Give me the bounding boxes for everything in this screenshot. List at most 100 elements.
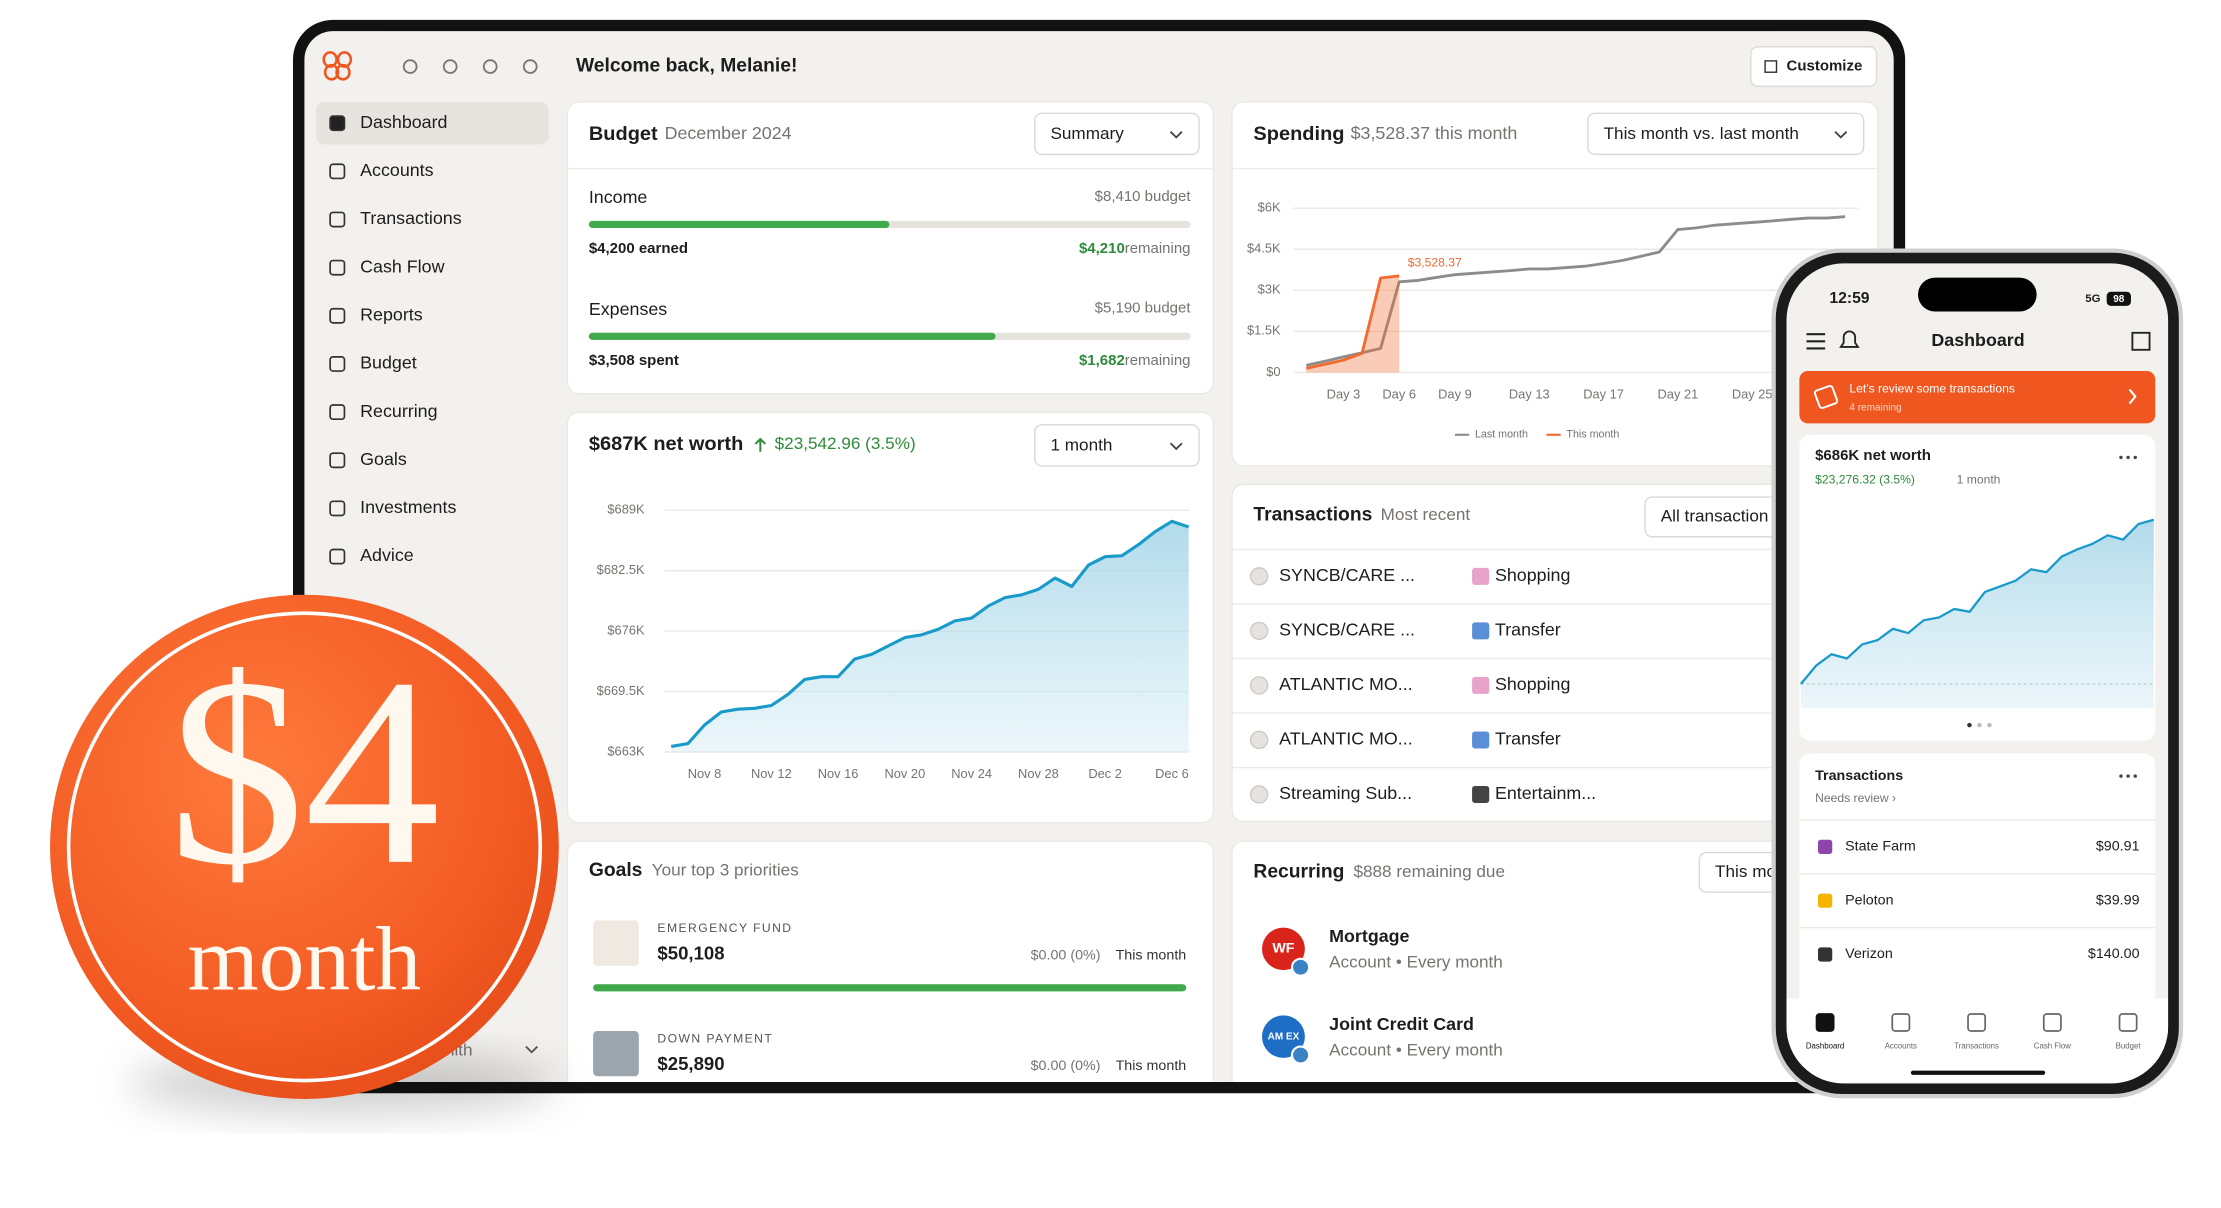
transaction-category: Transfer xyxy=(1495,729,1561,749)
pager-dot xyxy=(1987,722,1992,728)
goal-image xyxy=(593,920,639,966)
card-subtitle: $888 remaining due xyxy=(1353,862,1505,881)
remaining-word: remaining xyxy=(1125,240,1191,257)
transaction-category: Transfer xyxy=(1495,620,1561,640)
y-tick-label: $3K xyxy=(1258,282,1281,297)
customize-icon xyxy=(1764,60,1778,73)
dropdown-chevron xyxy=(1834,131,1848,139)
sticker-disc xyxy=(50,594,559,1099)
logo-petal xyxy=(335,63,351,81)
nav-item[interactable]: Budget xyxy=(360,353,417,373)
transaction-name[interactable]: ATLANTIC MO... xyxy=(1279,729,1413,749)
merchant-icon xyxy=(1249,785,1269,804)
more-dot xyxy=(2126,455,2130,460)
tab-label: Budget xyxy=(2116,1042,2142,1051)
nav-item[interactable]: Transactions xyxy=(360,208,462,228)
nav-item[interactable]: Cash Flow xyxy=(360,256,444,276)
banner-icon xyxy=(1813,384,1839,409)
transaction-amount: $39.99 xyxy=(2096,892,2140,908)
up-arrow xyxy=(754,437,767,452)
card-subtitle: Needs review › xyxy=(1815,791,1896,805)
tab-icon[interactable] xyxy=(1815,1013,1835,1032)
tab-icon[interactable] xyxy=(2042,1013,2062,1032)
goal-amount: $25,890 xyxy=(657,1053,724,1074)
nav-item[interactable]: Advice xyxy=(360,545,414,565)
line xyxy=(1799,518,2155,685)
y-tick-label: $682.5K xyxy=(597,562,645,577)
merchant-icon xyxy=(1249,730,1269,750)
y-tick-label: $689K xyxy=(607,502,645,517)
transaction-amount: $90.91 xyxy=(2096,839,2140,855)
toolbar-icon[interactable] xyxy=(442,59,458,74)
transaction-name[interactable]: ATLANTIC MO... xyxy=(1279,674,1413,694)
sidebar-active xyxy=(315,101,549,145)
budget-row-name: Expenses xyxy=(589,299,667,319)
tab-icon[interactable] xyxy=(2118,1013,2138,1032)
progress-bar xyxy=(593,984,1187,992)
dropdown-chevron xyxy=(1169,442,1183,451)
card-subtitle: Your top 3 priorities xyxy=(652,861,799,880)
toolbar-icon[interactable] xyxy=(482,59,498,74)
recurring-detail: Account • Every month xyxy=(1329,1040,1503,1059)
tab-icon[interactable] xyxy=(1967,1013,1987,1032)
transaction-name[interactable]: SYNCB/CARE ... xyxy=(1279,565,1415,585)
greeting: Welcome back, Melanie! xyxy=(576,56,797,77)
line xyxy=(1305,274,1400,370)
nav-item[interactable]: Reports xyxy=(360,305,423,325)
toolbar-icon[interactable] xyxy=(402,59,418,74)
x-tick-label: Day 21 xyxy=(1658,387,1699,402)
dropdown[interactable] xyxy=(1034,424,1200,467)
more-dot xyxy=(2119,774,2123,778)
recurring-name: Mortgage xyxy=(1329,926,1409,946)
tab-icon[interactable] xyxy=(1891,1013,1911,1032)
account-badge xyxy=(1290,957,1311,977)
x-tick-label: Day 3 xyxy=(1327,387,1361,402)
dropdown[interactable] xyxy=(1034,112,1200,156)
x-tick-label: Nov 28 xyxy=(1018,766,1059,781)
x-tick-label: Day 17 xyxy=(1583,387,1624,402)
transaction-name[interactable]: Verizon xyxy=(1845,946,1893,962)
sticker-ring xyxy=(66,611,543,1083)
transaction-name[interactable]: State Farm xyxy=(1845,839,1916,855)
dropdown-label: This month vs. last month xyxy=(1604,124,1799,143)
x-tick-label: Nov 24 xyxy=(951,766,992,781)
nav-item[interactable]: Goals xyxy=(360,449,407,469)
customize-button[interactable] xyxy=(1750,46,1878,88)
line xyxy=(670,519,1190,748)
goals-card xyxy=(566,840,1215,1082)
phone-title: Dashboard xyxy=(1931,330,2024,350)
nav-item[interactable]: Accounts xyxy=(360,160,434,180)
status-time: 12:59 xyxy=(1829,290,1869,307)
transaction-name[interactable]: Peloton xyxy=(1845,892,1893,908)
dropdown-label: 1 month xyxy=(1050,436,1112,455)
review-banner[interactable] xyxy=(1799,371,2156,424)
transaction-name[interactable]: SYNCB/CARE ... xyxy=(1279,620,1415,640)
dropdown-chevron xyxy=(1169,131,1183,139)
card-subtitle: Most recent xyxy=(1381,505,1471,524)
price-unit: month xyxy=(188,909,422,1010)
user-chevron xyxy=(525,1045,539,1054)
home-indicator xyxy=(1910,1070,2046,1075)
goal-period: This month xyxy=(1116,948,1187,964)
banner-subtitle: 4 remaining xyxy=(1849,403,1901,414)
merchant-icon xyxy=(1817,893,1833,908)
y-tick-label: $1.5K xyxy=(1247,323,1281,338)
merchant-icon xyxy=(1817,839,1833,854)
nav-item[interactable]: Recurring xyxy=(360,401,437,421)
category-icon xyxy=(1472,622,1490,640)
nav-item[interactable]: Investments xyxy=(360,497,456,517)
annotation: $3,528.37 xyxy=(1408,255,1462,269)
card-title: Budget xyxy=(589,123,658,145)
category-icon xyxy=(1472,676,1490,694)
card-title: Transactions xyxy=(1253,505,1372,526)
y-tick-label: $4.5K xyxy=(1247,241,1281,256)
dropdown-label: Summary xyxy=(1050,124,1124,143)
dropdown[interactable] xyxy=(1587,112,1865,156)
x-tick-label: Nov 20 xyxy=(884,766,925,781)
grid-icon xyxy=(2131,331,2151,351)
dynamic-island xyxy=(1918,277,2037,312)
transaction-name[interactable]: Streaming Sub... xyxy=(1279,783,1412,803)
nav-item[interactable]: Dashboard xyxy=(360,112,447,132)
toolbar-icon[interactable] xyxy=(522,59,538,74)
range-label: 1 month xyxy=(1957,472,2001,486)
